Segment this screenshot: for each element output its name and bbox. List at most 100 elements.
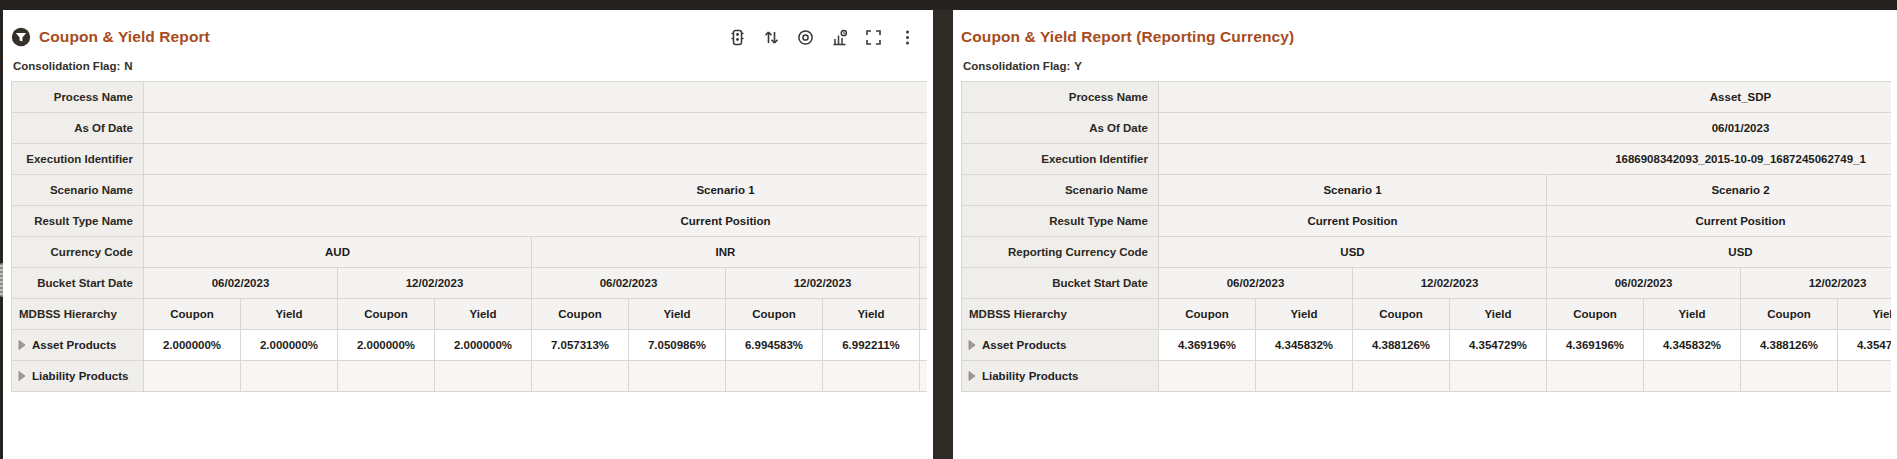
- table-row: Bucket Start Date06/02/202312/02/202306/…: [962, 268, 1891, 299]
- table-row: Liability Products: [12, 361, 927, 392]
- value-cell: 4.369196%: [1159, 330, 1256, 361]
- row-label: Result Type Name: [12, 206, 144, 237]
- value-cell: 2.000000%: [338, 330, 435, 361]
- value-cell: 7.050986%: [629, 330, 726, 361]
- value-cell: [629, 361, 726, 392]
- traffic-light-button[interactable]: [725, 26, 749, 48]
- header-cell: 12/02/2023: [726, 268, 920, 299]
- value-cell: [1450, 361, 1547, 392]
- page-title: Coupon & Yield Report (Reporting Currenc…: [961, 28, 1294, 46]
- value-cell: [1547, 361, 1644, 392]
- panel-header: Coupon & Yield Report: [11, 22, 927, 52]
- header-cell: Asset_SDP: [1159, 82, 1891, 113]
- table-row: Reporting Currency CodeUSDUSD: [962, 237, 1891, 268]
- row-label: Bucket Start Date: [962, 268, 1159, 299]
- header-cell: AUD: [144, 237, 532, 268]
- value-cell: 4.354729%: [1838, 330, 1891, 361]
- header-cell: Current Position: [1159, 206, 1547, 237]
- row-label: Execution Identifier: [962, 144, 1159, 175]
- value-cell: 4.345832%: [1256, 330, 1353, 361]
- hierarchy-member[interactable]: Asset Products: [12, 330, 144, 361]
- value-cell: 6.994583%: [726, 330, 823, 361]
- fullscreen-button[interactable]: [861, 26, 885, 48]
- header-cell: Coupon: [144, 299, 241, 330]
- row-label: Scenario Name: [962, 175, 1159, 206]
- table-row: Process Name: [12, 82, 927, 113]
- panel-divider: [933, 10, 953, 459]
- header-cell: [144, 113, 927, 144]
- header-cell: [920, 237, 927, 268]
- row-label: Reporting Currency Code: [962, 237, 1159, 268]
- header-cell: Coupon: [1741, 299, 1838, 330]
- header-cell: [144, 82, 927, 113]
- row-label: As Of Date: [962, 113, 1159, 144]
- pivot-table: Process NameAs Of DateExecution Identifi…: [11, 81, 927, 392]
- consolidation-flag: Consolidation Flag:Y: [963, 60, 1891, 72]
- expand-icon[interactable]: [968, 371, 976, 381]
- page-title: Coupon & Yield Report: [39, 28, 210, 46]
- hierarchy-member[interactable]: Liability Products: [12, 361, 144, 392]
- consolidation-flag: Consolidation Flag:N: [13, 60, 927, 72]
- header-cell: INR: [532, 237, 920, 268]
- table-row: Asset Products2.000000%2.000000%2.000000…: [12, 330, 927, 361]
- expand-icon[interactable]: [18, 371, 26, 381]
- header-cell: Coupon: [338, 299, 435, 330]
- header-cell: USD: [1159, 237, 1547, 268]
- target-button[interactable]: [793, 26, 817, 48]
- header-cell: Current Position: [144, 206, 927, 237]
- table-row: Asset Products4.369196%4.345832%4.388126…: [962, 330, 1891, 361]
- menu-kebab-icon: [898, 28, 917, 47]
- header-cell: 06/02/2023: [1547, 268, 1741, 299]
- expand-icon[interactable]: [18, 340, 26, 350]
- header-cell: Yield: [1838, 299, 1891, 330]
- header-cell: USD: [1547, 237, 1891, 268]
- value-cell: [920, 361, 927, 392]
- chart-clock-button[interactable]: [827, 26, 851, 48]
- row-label: Scenario Name: [12, 175, 144, 206]
- value-cell: 4.354729%: [1450, 330, 1547, 361]
- sort-arrows-button[interactable]: [759, 26, 783, 48]
- value-cell: 2.000000%: [144, 330, 241, 361]
- table-row: Scenario NameScenario 1: [12, 175, 927, 206]
- value-cell: 4.388126%: [1353, 330, 1450, 361]
- row-label: Bucket Start Date: [12, 268, 144, 299]
- value-cell: [1256, 361, 1353, 392]
- value-cell: 4.388126%: [1741, 330, 1838, 361]
- table-row: As Of Date06/01/2023: [962, 113, 1891, 144]
- value-cell: 4.345832%: [1644, 330, 1741, 361]
- header-cell: 06/02/2023: [144, 268, 338, 299]
- header-cell: [920, 268, 927, 299]
- row-label: Result Type Name: [962, 206, 1159, 237]
- top-chrome-bar: [0, 0, 1897, 10]
- table-row: Bucket Start Date06/02/202312/02/202306/…: [12, 268, 927, 299]
- hierarchy-member[interactable]: Asset Products: [962, 330, 1159, 361]
- value-cell: [726, 361, 823, 392]
- pivot-table-viewport: Process NameAsset_SDPAs Of Date06/01/202…: [961, 81, 1891, 392]
- table-row: Execution Identifier1686908342093_2015-1…: [962, 144, 1891, 175]
- value-cell: [1159, 361, 1256, 392]
- value-cell: [338, 361, 435, 392]
- menu-kebab-button[interactable]: [895, 26, 919, 48]
- row-label: Process Name: [962, 82, 1159, 113]
- header-cell: 12/02/2023: [1741, 268, 1891, 299]
- value-cell: 2.000000%: [435, 330, 532, 361]
- header-cell: Yield: [1644, 299, 1741, 330]
- header-cell: 06/02/2023: [532, 268, 726, 299]
- hierarchy-member-label: Asset Products: [982, 339, 1066, 351]
- hierarchy-member[interactable]: Liability Products: [962, 361, 1159, 392]
- header-cell: Scenario 1: [1159, 175, 1547, 206]
- chart-clock-icon: [830, 28, 849, 47]
- hierarchy-member-label: Liability Products: [982, 370, 1079, 382]
- panel-header: Coupon & Yield Report (Reporting Currenc…: [961, 22, 1891, 52]
- header-cell: Coupon: [532, 299, 629, 330]
- header-cell: Coupon: [726, 299, 823, 330]
- table-row: Result Type NameCurrent PositionCurrent …: [962, 206, 1891, 237]
- pivot-table-viewport: Process NameAs Of DateExecution Identifi…: [11, 81, 927, 392]
- target-icon: [796, 28, 815, 47]
- value-cell: [1644, 361, 1741, 392]
- value-cell: 2.000000%: [241, 330, 338, 361]
- expand-icon[interactable]: [968, 340, 976, 350]
- value-cell: [1838, 361, 1891, 392]
- value-cell: [144, 361, 241, 392]
- header-cell: Current Position: [1547, 206, 1891, 237]
